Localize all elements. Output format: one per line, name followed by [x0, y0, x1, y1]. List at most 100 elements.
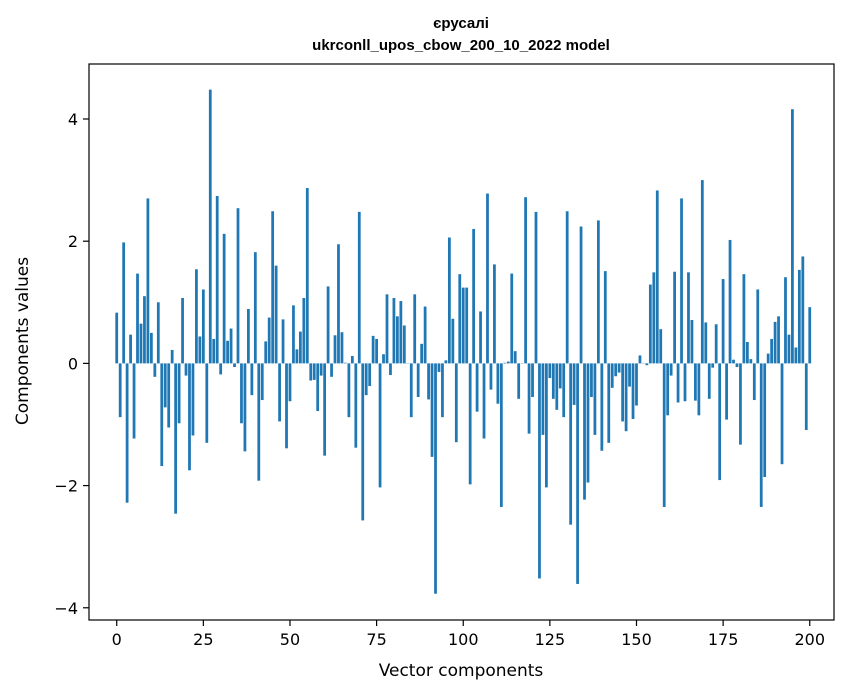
bar: [132, 363, 136, 439]
bar: [801, 256, 805, 364]
bar: [423, 306, 427, 364]
bar: [402, 325, 406, 364]
bar: [676, 363, 680, 403]
bar: [392, 298, 396, 364]
bar: [579, 226, 583, 364]
bar: [808, 307, 812, 364]
bar: [295, 349, 299, 364]
bar: [319, 363, 323, 376]
bar: [631, 363, 635, 419]
bar: [309, 363, 313, 381]
bar: [115, 312, 119, 364]
bar: [555, 363, 559, 410]
bar: [364, 363, 368, 396]
bar: [184, 363, 188, 376]
bar: [517, 363, 521, 399]
bar: [354, 363, 358, 448]
bar: [302, 298, 306, 364]
bar: [288, 363, 292, 402]
bar: [728, 239, 732, 364]
x-tick-label: 50: [280, 630, 300, 649]
bar: [628, 363, 631, 387]
plot-area-frame: [88, 63, 835, 621]
bar: [305, 188, 309, 364]
bar: [569, 363, 573, 525]
bar: [721, 279, 725, 364]
bar: [562, 363, 566, 418]
bar: [382, 354, 385, 364]
bar: [714, 324, 718, 364]
bar: [233, 363, 236, 368]
bar: [226, 340, 229, 364]
bar: [506, 361, 510, 364]
y-tick-label: 0: [68, 354, 78, 373]
bar: [236, 208, 240, 364]
bar: [725, 363, 728, 420]
bar: [551, 363, 555, 399]
bar: [603, 271, 607, 364]
bar: [773, 321, 777, 364]
bar: [475, 363, 479, 412]
bar: [441, 363, 444, 418]
bar: [416, 363, 420, 397]
bar: [399, 301, 403, 364]
bar: [527, 363, 531, 434]
bar: [804, 363, 808, 430]
bar: [156, 302, 160, 364]
bar: [718, 363, 722, 481]
bar: [742, 274, 746, 364]
x-tick-label: 25: [193, 630, 213, 649]
bar: [499, 363, 503, 507]
bar: [735, 363, 739, 368]
bar: [659, 329, 663, 364]
bar: [607, 363, 611, 443]
bar: [125, 363, 129, 503]
bar: [385, 294, 389, 364]
bar: [797, 269, 801, 364]
bar: [766, 353, 770, 364]
bar: [687, 272, 690, 364]
y-tick-label: −4: [54, 599, 78, 618]
bar: [323, 363, 327, 456]
bar: [756, 289, 760, 364]
bar: [212, 338, 216, 364]
chart-title: єрусалі: [433, 15, 489, 32]
bar: [576, 363, 579, 584]
bars-group: [115, 89, 812, 594]
bar: [697, 363, 701, 416]
bar: [614, 363, 618, 377]
bar: [479, 311, 482, 364]
bar: [538, 363, 541, 579]
bar: [493, 264, 496, 364]
bar: [170, 349, 174, 364]
bar: [371, 335, 375, 364]
bar: [198, 336, 202, 364]
bar: [704, 322, 708, 364]
bar: [583, 363, 586, 500]
bar: [149, 332, 153, 364]
bar: [122, 242, 126, 364]
bar: [337, 244, 340, 364]
bar: [181, 298, 184, 364]
bar: [600, 363, 604, 451]
bar: [219, 363, 223, 375]
bar: [205, 363, 209, 443]
bar: [700, 180, 704, 364]
bar: [513, 351, 517, 364]
bar: [378, 363, 382, 488]
bar: [253, 252, 257, 364]
y-tick-label: 4: [68, 110, 78, 129]
bar: [326, 286, 330, 364]
bar: [610, 363, 614, 388]
bar: [621, 363, 625, 422]
y-axis-label: Components values: [13, 257, 33, 425]
bar: [472, 228, 476, 364]
bar: [174, 363, 178, 514]
bar: [749, 359, 753, 364]
bar: [409, 363, 413, 418]
y-tick-label: 2: [68, 232, 78, 251]
bar: [167, 363, 171, 428]
bar: [316, 363, 320, 412]
bar: [787, 334, 791, 364]
bar: [496, 363, 500, 404]
